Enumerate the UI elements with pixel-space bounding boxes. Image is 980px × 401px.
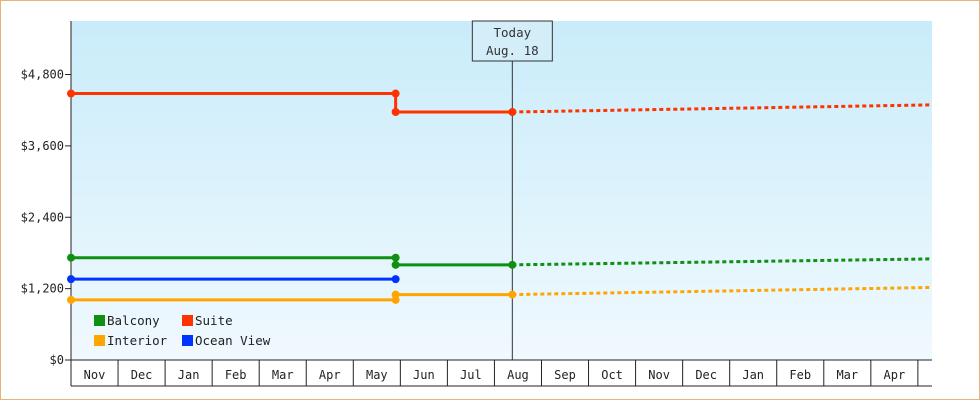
month-label: Sep <box>554 368 576 382</box>
y-tick-label: $3,600 <box>21 139 64 153</box>
month-label: Jul <box>460 368 482 382</box>
y-tick-label: $4,800 <box>21 68 64 82</box>
month-label: Nov <box>648 368 670 382</box>
month-label: May <box>366 368 388 382</box>
suite-point <box>391 89 400 98</box>
balcony-point <box>391 253 400 262</box>
legend-swatch-ocean-view <box>182 335 193 346</box>
suite-point <box>391 107 400 116</box>
month-label: Feb <box>789 368 811 382</box>
month-label: Jun <box>413 368 435 382</box>
legend-label-interior: Interior <box>107 333 168 348</box>
balcony-point <box>508 260 517 269</box>
month-label: Mar <box>272 368 294 382</box>
legend-swatch-interior <box>94 335 105 346</box>
month-label: Dec <box>695 368 717 382</box>
y-tick-label: $2,400 <box>21 210 64 224</box>
month-label: Mar <box>836 368 858 382</box>
legend-label-suite: Suite <box>195 313 233 328</box>
month-label: Nov <box>84 368 106 382</box>
month-label: Aug <box>507 368 529 382</box>
month-label: Feb <box>225 368 247 382</box>
suite-price-line <box>71 92 513 114</box>
month-label: Jan <box>178 368 200 382</box>
month-label: Apr <box>884 368 906 382</box>
legend-label-balcony: Balcony <box>107 313 160 328</box>
month-label: Apr <box>319 368 341 382</box>
legend-swatch-suite <box>182 315 193 326</box>
y-tick-label: $1,200 <box>21 282 64 296</box>
month-label: Oct <box>601 368 623 382</box>
y-tick-label: $0 <box>50 353 64 367</box>
balcony-point <box>67 253 75 262</box>
interior-point <box>67 295 75 304</box>
legend-swatch-balcony <box>94 315 105 326</box>
interior-point <box>508 290 517 299</box>
today-box <box>471 20 553 62</box>
month-label: Jan <box>742 368 764 382</box>
balcony-point <box>391 260 400 269</box>
legend-label-ocean-view: Ocean View <box>195 333 271 348</box>
month-label: Dec <box>131 368 153 382</box>
today-label: Today <box>494 25 532 40</box>
ocean-view-point <box>391 275 400 284</box>
suite-point <box>67 89 75 98</box>
suite-point <box>508 107 517 116</box>
today-date: Aug. 18 <box>486 43 539 58</box>
ocean-view-point <box>67 275 75 284</box>
interior-point <box>391 290 400 299</box>
plot-area <box>71 21 932 360</box>
